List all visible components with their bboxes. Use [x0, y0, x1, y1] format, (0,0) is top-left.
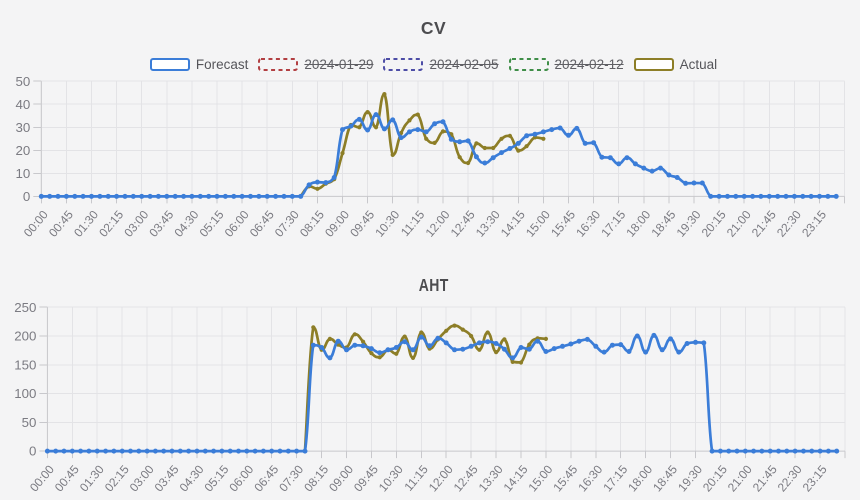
- svg-text:09:00: 09:00: [326, 462, 356, 494]
- svg-text:50: 50: [22, 415, 37, 430]
- svg-text:06:00: 06:00: [222, 207, 252, 239]
- svg-text:10:30: 10:30: [376, 462, 406, 494]
- svg-text:21:45: 21:45: [750, 462, 780, 494]
- svg-text:13:30: 13:30: [476, 462, 506, 494]
- svg-text:0: 0: [29, 444, 36, 459]
- svg-text:06:45: 06:45: [247, 207, 277, 239]
- svg-text:00:45: 00:45: [52, 462, 82, 494]
- svg-text:03:45: 03:45: [152, 462, 182, 494]
- svg-text:07:30: 07:30: [276, 462, 306, 494]
- svg-text:15:00: 15:00: [525, 462, 555, 494]
- svg-text:20:15: 20:15: [700, 462, 730, 494]
- svg-text:07:30: 07:30: [272, 207, 302, 239]
- svg-text:17:15: 17:15: [598, 207, 628, 239]
- svg-text:14:15: 14:15: [498, 207, 528, 239]
- svg-text:13:30: 13:30: [473, 207, 503, 239]
- svg-text:03:00: 03:00: [127, 462, 157, 494]
- svg-text:17:15: 17:15: [600, 462, 630, 494]
- svg-text:100: 100: [14, 386, 36, 401]
- svg-text:09:45: 09:45: [347, 207, 377, 239]
- svg-text:250: 250: [14, 300, 36, 315]
- svg-text:21:00: 21:00: [725, 462, 755, 494]
- svg-text:18:00: 18:00: [623, 207, 653, 239]
- svg-text:14:15: 14:15: [501, 462, 531, 494]
- svg-text:23:15: 23:15: [800, 462, 830, 494]
- svg-text:19:30: 19:30: [675, 462, 705, 494]
- svg-text:21:00: 21:00: [724, 207, 754, 239]
- svg-text:16:30: 16:30: [575, 462, 605, 494]
- svg-text:21:45: 21:45: [749, 207, 779, 239]
- svg-text:12:45: 12:45: [451, 462, 481, 494]
- svg-text:00:00: 00:00: [21, 207, 51, 239]
- svg-text:12:00: 12:00: [423, 207, 453, 239]
- svg-text:15:45: 15:45: [548, 207, 578, 239]
- svg-text:10:30: 10:30: [372, 207, 402, 239]
- svg-text:50: 50: [16, 74, 31, 89]
- svg-text:04:30: 04:30: [177, 462, 207, 494]
- svg-text:0: 0: [23, 189, 30, 204]
- svg-text:10: 10: [16, 166, 31, 181]
- svg-text:04:30: 04:30: [171, 207, 201, 239]
- svg-text:150: 150: [14, 357, 36, 372]
- svg-text:20:15: 20:15: [699, 207, 729, 239]
- svg-text:08:15: 08:15: [301, 462, 331, 494]
- svg-text:09:45: 09:45: [351, 462, 381, 494]
- svg-text:15:45: 15:45: [550, 462, 580, 494]
- svg-text:200: 200: [14, 329, 36, 344]
- svg-text:01:30: 01:30: [77, 462, 107, 494]
- svg-text:23:15: 23:15: [799, 207, 829, 239]
- svg-text:22:30: 22:30: [775, 462, 805, 494]
- svg-text:03:45: 03:45: [146, 207, 176, 239]
- svg-text:20: 20: [16, 143, 31, 158]
- svg-text:30: 30: [16, 120, 31, 135]
- svg-text:06:45: 06:45: [251, 462, 281, 494]
- svg-text:01:30: 01:30: [71, 207, 101, 239]
- svg-text:12:45: 12:45: [448, 207, 478, 239]
- svg-text:18:45: 18:45: [648, 207, 678, 239]
- svg-text:16:30: 16:30: [573, 207, 603, 239]
- svg-text:05:15: 05:15: [197, 207, 227, 239]
- svg-text:19:30: 19:30: [674, 207, 704, 239]
- svg-text:18:45: 18:45: [650, 462, 680, 494]
- svg-text:18:00: 18:00: [625, 462, 655, 494]
- svg-text:09:00: 09:00: [322, 207, 352, 239]
- svg-text:12:00: 12:00: [426, 462, 456, 494]
- svg-text:08:15: 08:15: [297, 207, 327, 239]
- svg-text:02:15: 02:15: [102, 462, 132, 494]
- svg-text:15:00: 15:00: [523, 207, 553, 239]
- svg-text:02:15: 02:15: [96, 207, 126, 239]
- svg-text:11:15: 11:15: [398, 207, 428, 239]
- svg-text:00:00: 00:00: [27, 462, 57, 494]
- svg-text:06:00: 06:00: [226, 462, 256, 494]
- svg-text:11:15: 11:15: [401, 462, 431, 494]
- svg-text:22:30: 22:30: [774, 207, 804, 239]
- svg-text:00:45: 00:45: [46, 207, 76, 239]
- svg-text:03:00: 03:00: [121, 207, 151, 239]
- svg-text:05:15: 05:15: [201, 462, 231, 494]
- svg-text:40: 40: [16, 97, 31, 112]
